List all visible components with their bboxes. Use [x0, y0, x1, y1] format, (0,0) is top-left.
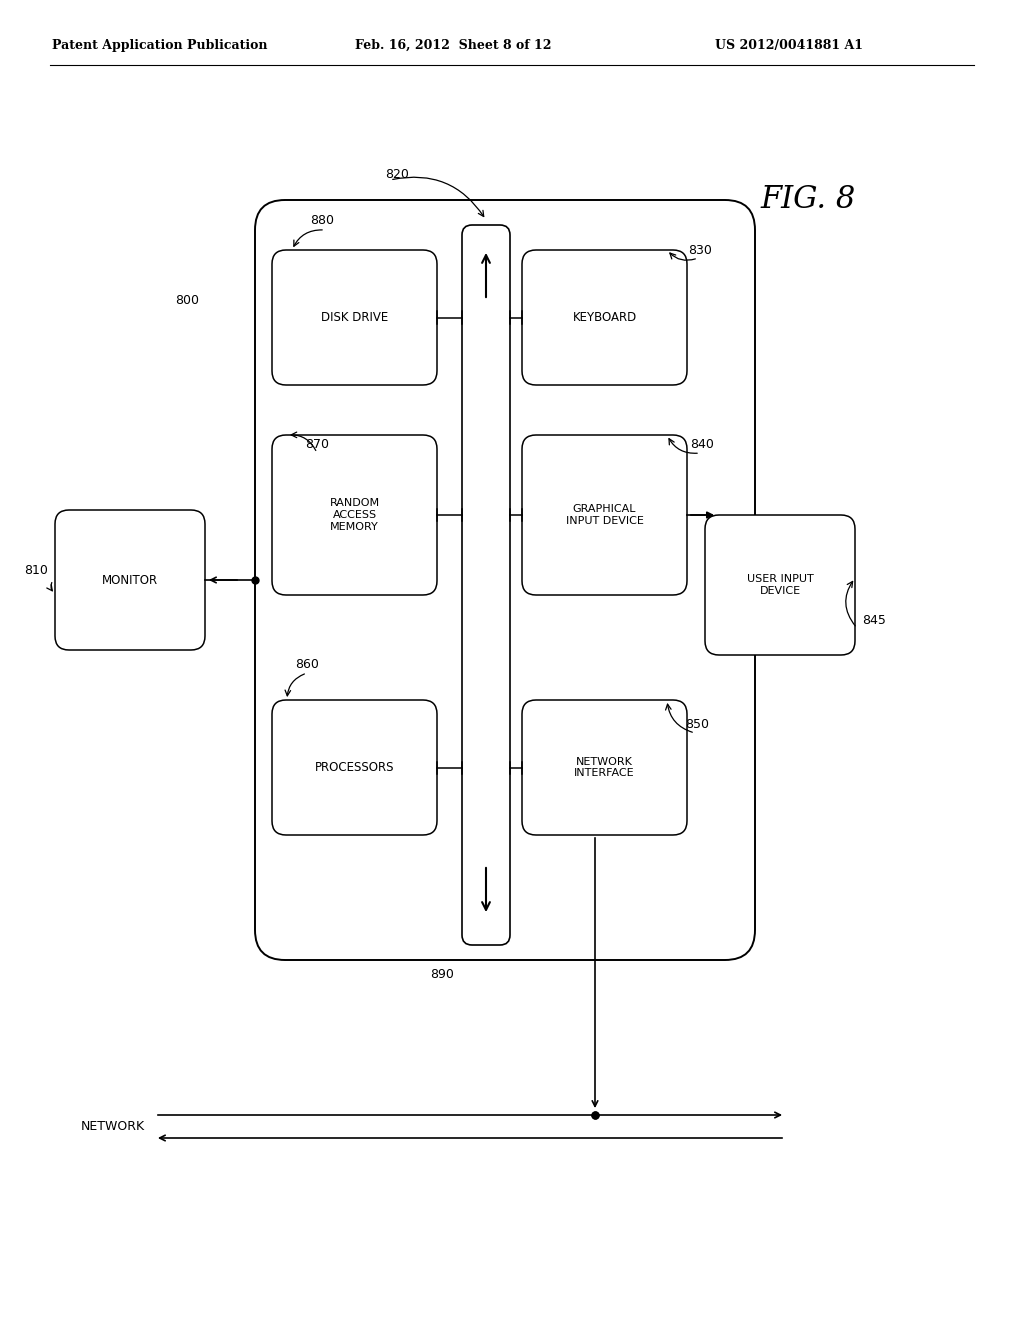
- Text: 850: 850: [685, 718, 709, 731]
- FancyBboxPatch shape: [522, 249, 687, 385]
- Text: 890: 890: [430, 969, 454, 982]
- Text: 800: 800: [175, 293, 199, 306]
- FancyBboxPatch shape: [522, 700, 687, 836]
- Text: Patent Application Publication: Patent Application Publication: [52, 38, 267, 51]
- Text: 860: 860: [295, 659, 318, 672]
- Text: 840: 840: [690, 438, 714, 451]
- FancyBboxPatch shape: [55, 510, 205, 649]
- Text: NETWORK: NETWORK: [81, 1121, 145, 1134]
- Text: NETWORK
INTERFACE: NETWORK INTERFACE: [574, 756, 635, 779]
- FancyBboxPatch shape: [272, 436, 437, 595]
- Text: 810: 810: [25, 564, 48, 577]
- Text: PROCESSORS: PROCESSORS: [314, 762, 394, 774]
- Text: 845: 845: [862, 614, 886, 627]
- Text: US 2012/0041881 A1: US 2012/0041881 A1: [715, 38, 863, 51]
- Text: 880: 880: [310, 214, 334, 227]
- Text: 820: 820: [385, 169, 409, 181]
- Text: USER INPUT
DEVICE: USER INPUT DEVICE: [746, 574, 813, 595]
- Text: FIG. 8: FIG. 8: [760, 185, 855, 215]
- FancyBboxPatch shape: [255, 201, 755, 960]
- Text: RANDOM
ACCESS
MEMORY: RANDOM ACCESS MEMORY: [330, 499, 380, 532]
- FancyBboxPatch shape: [272, 249, 437, 385]
- Text: KEYBOARD: KEYBOARD: [572, 312, 637, 323]
- Text: DISK DRIVE: DISK DRIVE: [321, 312, 388, 323]
- Text: 830: 830: [688, 243, 712, 256]
- FancyBboxPatch shape: [522, 436, 687, 595]
- FancyBboxPatch shape: [705, 515, 855, 655]
- FancyBboxPatch shape: [462, 224, 510, 945]
- FancyBboxPatch shape: [272, 700, 437, 836]
- Text: GRAPHICAL
INPUT DEVICE: GRAPHICAL INPUT DEVICE: [565, 504, 643, 525]
- Text: Feb. 16, 2012  Sheet 8 of 12: Feb. 16, 2012 Sheet 8 of 12: [355, 38, 552, 51]
- Text: MONITOR: MONITOR: [102, 573, 158, 586]
- Text: 870: 870: [305, 438, 329, 451]
